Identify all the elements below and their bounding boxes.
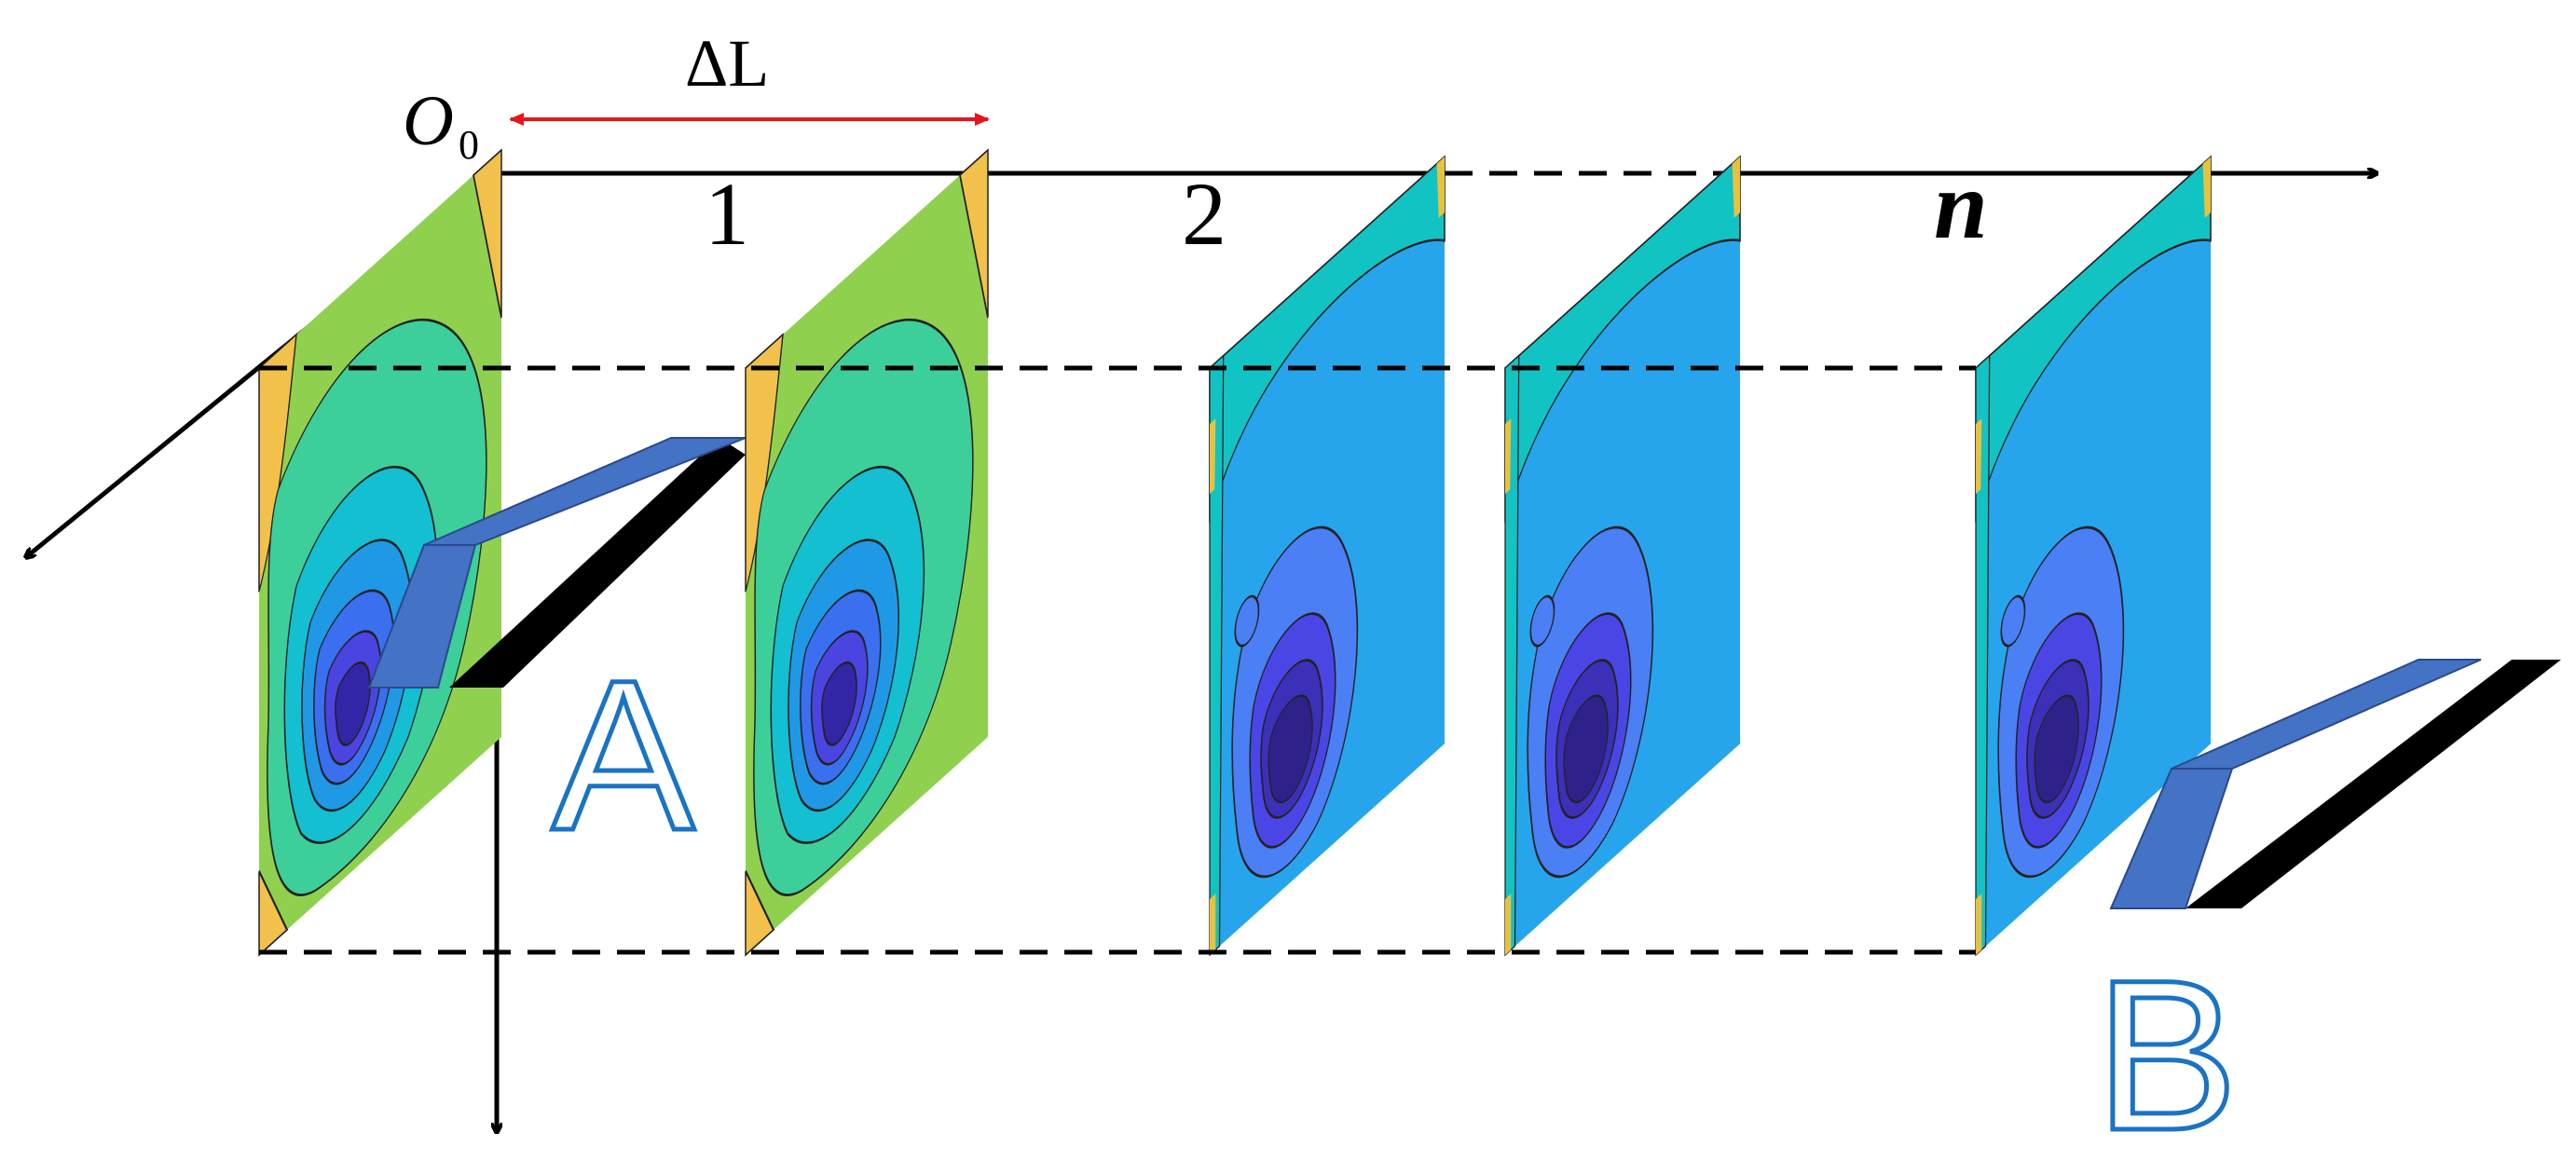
body-a-shadow xyxy=(449,438,746,688)
plane-1 xyxy=(744,148,990,957)
body-a-label: A xyxy=(552,635,694,875)
body-b xyxy=(2109,659,2561,909)
origin-letter: O xyxy=(403,82,454,160)
body-b-face-front xyxy=(2109,768,2234,909)
plane-3 xyxy=(1503,155,1742,957)
body-b-label: B xyxy=(2095,935,2238,1173)
delta-l-dimension: ΔL xyxy=(509,26,990,126)
body-a xyxy=(367,437,747,689)
origin-label: O 0 xyxy=(403,82,479,168)
plane-2-label: 2 xyxy=(1182,164,1226,264)
plane-n-label: n xyxy=(1934,152,1988,259)
plane-2 xyxy=(1208,155,1446,957)
origin-subscript: 0 xyxy=(459,122,479,168)
body-b-shadow xyxy=(2185,660,2561,908)
plane-1-label: 1 xyxy=(705,164,749,264)
dashed-guides xyxy=(259,365,1976,955)
body-a-face-front xyxy=(367,544,477,689)
delta-l-label: ΔL xyxy=(685,26,769,101)
